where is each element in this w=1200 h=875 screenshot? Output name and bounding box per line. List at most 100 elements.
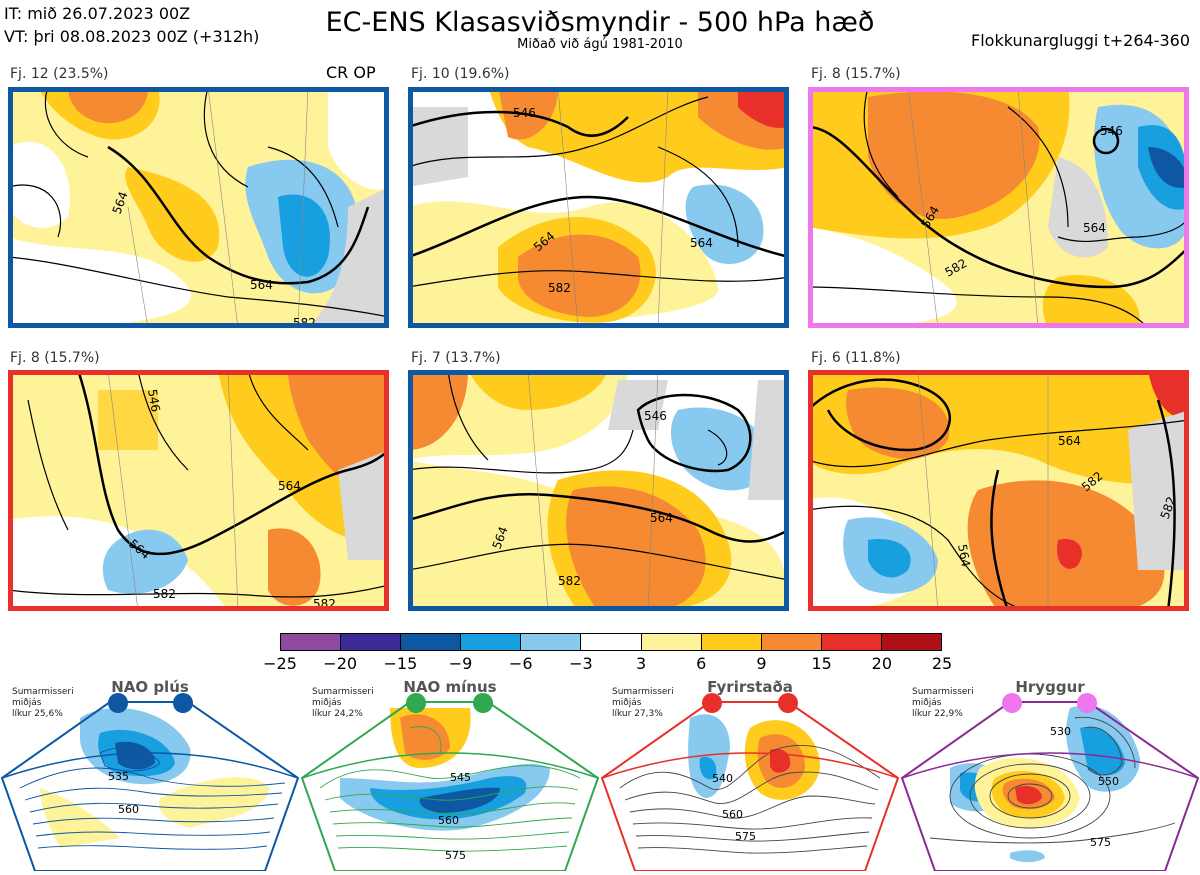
colorbar-swatch xyxy=(881,634,942,650)
contour-label: 546 xyxy=(513,106,536,120)
colorbar-tick-label: 3 xyxy=(635,654,647,673)
panel-label-1: Fj. 12 (23.5%) xyxy=(10,66,109,82)
regime-season: Sumarmisseri xyxy=(312,687,374,697)
contour-label: 560 xyxy=(118,803,139,816)
colorbar-tick-label: −3 xyxy=(569,654,593,673)
contour-label: 582 xyxy=(548,281,571,295)
regime-name: Hryggur xyxy=(1015,678,1085,696)
regime-probability: líkur 27,3% xyxy=(612,709,663,719)
regime-name: NAO plús xyxy=(111,678,189,696)
regime-median: miðjás xyxy=(312,698,342,708)
colorbar-swatch xyxy=(341,634,402,650)
contour-label: 535 xyxy=(108,770,129,783)
colorbar-swatch xyxy=(761,634,822,650)
regime-info: Sumarmisseri miðjás líkur 22,9% xyxy=(912,687,974,720)
cluster-map-4: 546 564 564 582 582 xyxy=(8,370,389,611)
regime-season: Sumarmisseri xyxy=(612,687,674,697)
colorbar-swatch xyxy=(701,634,762,650)
colorbar-tick-label: −20 xyxy=(323,654,358,673)
panel-label-6: Fj. 6 (11.8%) xyxy=(811,350,901,366)
colorbar-tick-label: −6 xyxy=(508,654,533,673)
regime-median: miðjás xyxy=(612,698,642,708)
cluster-border xyxy=(8,370,389,611)
regime-season: Sumarmisseri xyxy=(12,687,74,697)
cluster-map-3-graphic: 546 564 582 564 xyxy=(808,87,1189,328)
colorbar-swatch xyxy=(641,634,702,650)
cluster-border xyxy=(408,87,789,328)
colorbar-swatch xyxy=(401,634,462,650)
contour-label: 564 xyxy=(278,479,301,493)
cluster-border xyxy=(8,87,389,328)
cluster-map-3: 546 564 582 564 xyxy=(808,87,1189,328)
colorbar-swatch xyxy=(461,634,522,650)
cluster-map-5-graphic: 546 564 564 582 xyxy=(408,370,789,611)
colorbar-swatch xyxy=(521,634,582,650)
contour-label: 560 xyxy=(438,814,459,827)
cluster-map-5: 546 564 564 582 xyxy=(408,370,789,611)
contour-label: 564 xyxy=(690,236,713,250)
regime-blocking-graphic: 540 560 575 xyxy=(600,693,900,872)
contour-label: 564 xyxy=(650,511,673,525)
panel-label-4: Fj. 8 (15.7%) xyxy=(10,350,100,366)
cluster-border xyxy=(408,370,789,611)
regime-name: Fyrirstaða xyxy=(707,678,793,696)
initial-time: IT: mið 26.07.2023 00Z xyxy=(4,4,191,23)
header-left: IT: mið 26.07.2023 00Z VT: þri 08.08.202… xyxy=(4,2,259,48)
cluster-map-2: 546 564 564 582 xyxy=(408,87,789,328)
contour-label: 564 xyxy=(250,278,273,292)
regime-info: Sumarmisseri miðjás líkur 24,2% xyxy=(312,687,374,720)
cluster-map-6-graphic: 564 582 582 564 xyxy=(808,370,1189,611)
valid-time: VT: þri 08.08.2023 00Z (+312h) xyxy=(4,27,260,46)
regime-name: NAO mínus xyxy=(403,678,497,696)
colorbar-tick-label: 6 xyxy=(696,654,707,673)
regime-median: miðjás xyxy=(12,698,42,708)
cluster-border xyxy=(808,370,1189,611)
regime-blocking: 540 560 575 Fyrirstaða Sumarmisseri miðj… xyxy=(600,678,900,872)
cluster-map-1-graphic: 564 564 582 xyxy=(8,87,389,328)
contour-label: 560 xyxy=(722,808,743,821)
regime-nao-plus: 535 560 NAO plús Sumarmisseri miðjás lík… xyxy=(0,678,300,872)
contour-label: 582 xyxy=(153,587,176,601)
regime-nao-minus: 545 560 575 NAO mínus Sumarmisseri miðjá… xyxy=(300,678,600,872)
contour-label: 564 xyxy=(1083,221,1106,235)
regime-ridge: 530 550 575 Hryggur Sumarmisseri miðjás … xyxy=(900,678,1200,872)
contour-label: 582 xyxy=(558,574,581,588)
contour-label: 540 xyxy=(712,772,733,785)
colorbar-swatch xyxy=(821,634,882,650)
regime-probability: líkur 25,6% xyxy=(12,709,63,719)
cluster-border xyxy=(808,87,1189,328)
classification-window: Flokkunargluggi t+264-360 xyxy=(971,31,1190,50)
contour-label: 575 xyxy=(735,830,756,843)
colorbar-swatch xyxy=(581,634,642,650)
colorbar-tick-label: 15 xyxy=(811,654,832,673)
colorbar-tick-label: 20 xyxy=(871,654,892,673)
contour-label: 564 xyxy=(1058,434,1081,448)
cluster-map-1: 564 564 582 xyxy=(8,87,389,328)
colorbar-swatch xyxy=(281,634,342,650)
page-subtitle: Miðað við ágú 1981-2010 xyxy=(517,37,683,52)
colorbar-tick-label: −15 xyxy=(383,654,418,673)
cr-op-label: CR OP xyxy=(326,63,376,82)
contour-label: 575 xyxy=(1090,836,1111,849)
colorbar-tick-label: −9 xyxy=(448,654,473,673)
cluster-map-6: 564 582 582 564 xyxy=(808,370,1189,611)
page-title: EC-ENS Klasasviðsmyndir - 500 hPa hæð xyxy=(325,7,875,38)
colorbar-tick-label: 9 xyxy=(756,654,767,673)
contour-label: 545 xyxy=(450,771,471,784)
regime-probability: líkur 22,9% xyxy=(912,709,963,719)
anomaly-colorbar xyxy=(280,633,942,651)
panel-label-5: Fj. 7 (13.7%) xyxy=(411,350,501,366)
colorbar-tick-label: 25 xyxy=(931,654,953,673)
cluster-map-4-graphic: 546 564 564 582 582 xyxy=(8,370,389,611)
colorbar-tick-label: −25 xyxy=(263,654,297,673)
regime-info: Sumarmisseri miðjás líkur 27,3% xyxy=(612,687,674,720)
contour-label: 546 xyxy=(644,409,667,423)
contour-label: 530 xyxy=(1050,725,1071,738)
regime-probability: líkur 24,2% xyxy=(312,709,363,719)
regime-nao-plus-graphic: 535 560 xyxy=(0,693,300,872)
regime-season: Sumarmisseri xyxy=(912,687,974,697)
regime-nao-minus-graphic: 545 560 575 xyxy=(300,693,600,872)
header-center: EC-ENS Klasasviðsmyndir - 500 hPa hæð Mi… xyxy=(300,8,900,52)
contour-label: 575 xyxy=(445,849,466,862)
panel-label-3: Fj. 8 (15.7%) xyxy=(811,66,901,82)
